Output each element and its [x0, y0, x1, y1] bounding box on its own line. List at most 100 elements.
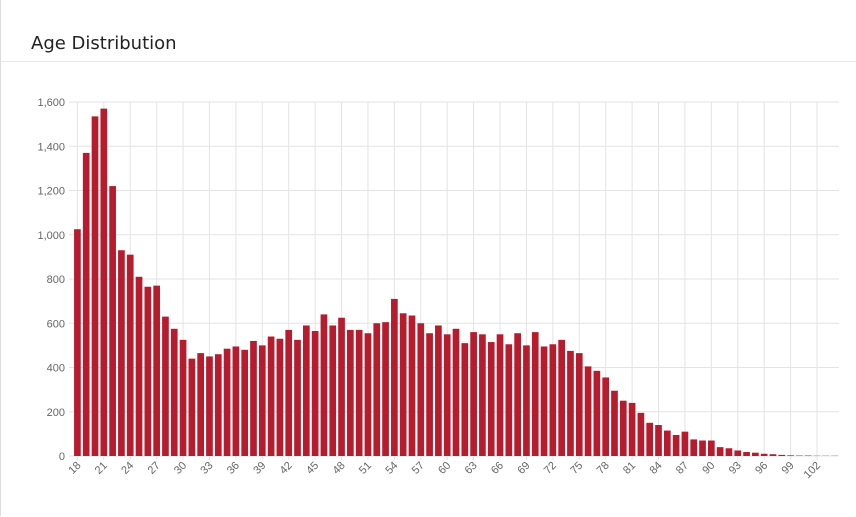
y-tick-label: 1,200 — [37, 186, 65, 198]
x-tick-label: 60 — [436, 460, 453, 477]
bar — [91, 116, 99, 456]
bar — [646, 422, 654, 456]
bar — [373, 323, 381, 456]
bar — [452, 328, 460, 456]
bar — [487, 342, 495, 456]
x-tick-label: 75 — [568, 460, 585, 477]
bar — [628, 402, 636, 456]
x-tick-label: 99 — [780, 460, 797, 477]
bar — [100, 108, 108, 456]
bar — [531, 332, 539, 456]
x-tick-label: 81 — [621, 460, 638, 477]
x-tick-label: 90 — [700, 460, 717, 477]
bar — [540, 346, 548, 456]
bar — [311, 330, 319, 456]
bar — [206, 356, 213, 456]
bar — [346, 329, 354, 456]
x-tick-label: 66 — [489, 460, 506, 477]
y-tick-label: 200 — [47, 407, 65, 419]
bar — [505, 344, 513, 456]
bar — [602, 377, 610, 456]
y-tick-label: 1,400 — [37, 141, 65, 153]
bar — [241, 349, 249, 456]
bar — [672, 434, 680, 456]
bar — [153, 285, 160, 456]
bar — [144, 286, 152, 456]
x-tick-label: 27 — [146, 460, 163, 477]
bar — [479, 334, 486, 456]
bar — [567, 350, 574, 456]
x-tick-label: 78 — [595, 460, 612, 477]
y-tick-label: 600 — [47, 318, 65, 330]
bar — [443, 334, 451, 456]
bar — [690, 439, 698, 456]
x-tick-label: 63 — [463, 460, 480, 477]
bar — [470, 332, 477, 456]
bar — [584, 366, 592, 456]
bar — [461, 343, 469, 456]
y-tick-label: 0 — [59, 451, 65, 463]
x-tick-label: 87 — [674, 460, 691, 477]
bar — [109, 186, 116, 456]
bar — [417, 323, 425, 456]
x-tick-label: 42 — [278, 460, 295, 477]
bar — [294, 339, 301, 456]
bar — [338, 317, 345, 456]
bar — [232, 346, 240, 456]
x-tick-label: 18 — [66, 460, 83, 477]
bar — [329, 325, 337, 456]
x-tick-label: 93 — [727, 460, 744, 477]
x-tick-label: 72 — [542, 460, 559, 477]
bar — [382, 322, 389, 456]
bar — [302, 325, 310, 456]
bar — [760, 453, 768, 456]
x-tick-label: 102 — [802, 460, 823, 481]
bar — [725, 448, 733, 456]
bar — [778, 454, 786, 456]
panel-header: Age Distribution — [1, 0, 856, 62]
bar — [426, 333, 433, 456]
bar — [558, 339, 566, 456]
bar — [118, 250, 125, 456]
bar — [514, 333, 521, 456]
bar — [320, 314, 328, 456]
x-tick-label: 24 — [119, 460, 136, 477]
bar — [250, 340, 257, 456]
bar — [408, 315, 416, 456]
x-tick-label: 48 — [331, 460, 348, 477]
bar — [197, 353, 205, 456]
bar — [707, 440, 715, 456]
bar — [82, 152, 90, 456]
x-tick-label: 39 — [251, 460, 268, 477]
bar — [769, 454, 777, 456]
bar — [355, 329, 363, 456]
x-tick-label: 69 — [515, 460, 532, 477]
bar — [162, 316, 169, 456]
bar — [214, 354, 222, 456]
x-tick-label: 21 — [93, 460, 110, 477]
bar — [752, 452, 759, 456]
y-tick-label: 1,000 — [37, 230, 65, 242]
x-tick-label: 36 — [225, 460, 242, 477]
bar — [575, 353, 583, 456]
bar — [549, 344, 557, 456]
bar — [523, 345, 530, 456]
bar — [276, 338, 284, 456]
y-tick-label: 800 — [47, 274, 65, 286]
bar — [364, 333, 372, 456]
bar — [593, 370, 601, 456]
x-tick-label: 54 — [383, 460, 400, 477]
bar — [74, 229, 81, 456]
chart-title: Age Distribution — [31, 33, 177, 54]
bar — [399, 313, 407, 456]
bar — [681, 431, 689, 456]
bar — [223, 348, 231, 456]
bar — [285, 329, 293, 456]
x-tick-label: 96 — [753, 460, 770, 477]
x-tick-label: 51 — [357, 460, 374, 477]
x-tick-label: 45 — [304, 460, 321, 477]
bar — [699, 440, 706, 456]
bar — [611, 390, 618, 456]
